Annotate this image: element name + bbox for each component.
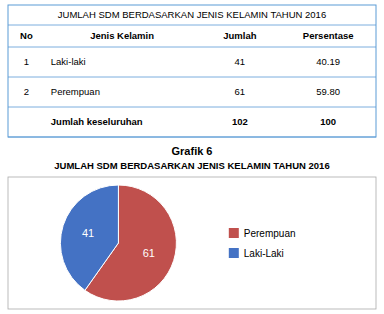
- pie: 61 41: [60, 185, 176, 301]
- legend-item: Laki-Laki: [229, 248, 284, 259]
- table-cell: Perempuan: [51, 86, 100, 97]
- table-cell: 61: [235, 86, 246, 97]
- table: JUMLAH SDM BERDASARKAN JENIS KELAMIN TAH…: [8, 5, 376, 137]
- chart-subtitle: JUMLAH SDM BERDASARKAN JENIS KELAMIN TAH…: [54, 160, 329, 171]
- legend-item: Perempuan: [229, 228, 296, 239]
- table-cell: 40.19: [316, 56, 340, 67]
- legend-swatch: [229, 228, 239, 238]
- table-rule: [8, 137, 376, 138]
- table-header: Jenis Kelamin: [90, 30, 154, 41]
- legend-label: Perempuan: [244, 228, 296, 239]
- table-cell: 41: [235, 56, 246, 67]
- table-header: Jumlah: [223, 30, 256, 41]
- table-title: JUMLAH SDM BERDASARKAN JENIS KELAMIN TAH…: [58, 9, 326, 20]
- legend: Perempuan Laki-Laki: [229, 228, 296, 259]
- table-cell: 102: [232, 116, 248, 127]
- chart-frame: [8, 177, 376, 309]
- table-header: No: [20, 30, 33, 41]
- table-rule: [8, 25, 376, 26]
- table-cell: Laki-laki: [51, 56, 86, 67]
- canvas: JUMLAH SDM BERDASARKAN JENIS KELAMIN TAH…: [0, 0, 384, 314]
- table-cell: 59.80: [316, 86, 340, 97]
- data-label: 41: [82, 227, 94, 239]
- table-header: Persentase: [303, 30, 354, 41]
- table-rule: [8, 47, 376, 48]
- data-label: 61: [143, 247, 155, 259]
- chart-title: Grafik 6: [172, 145, 213, 157]
- table-rule: [8, 77, 376, 78]
- table-rule: [8, 107, 376, 108]
- table-cell: 1: [24, 56, 29, 67]
- legend-label: Laki-Laki: [244, 248, 284, 259]
- table-cell: 100: [320, 116, 336, 127]
- table-frame: [8, 5, 376, 137]
- pie-slice: [60, 185, 118, 290]
- legend-swatch: [229, 248, 239, 258]
- table-cell: 2: [24, 86, 29, 97]
- pie-chart: Grafik 6 JUMLAH SDM BERDASARKAN JENIS KEL…: [8, 145, 376, 309]
- table-cell: Jumlah keseluruhan: [51, 116, 143, 127]
